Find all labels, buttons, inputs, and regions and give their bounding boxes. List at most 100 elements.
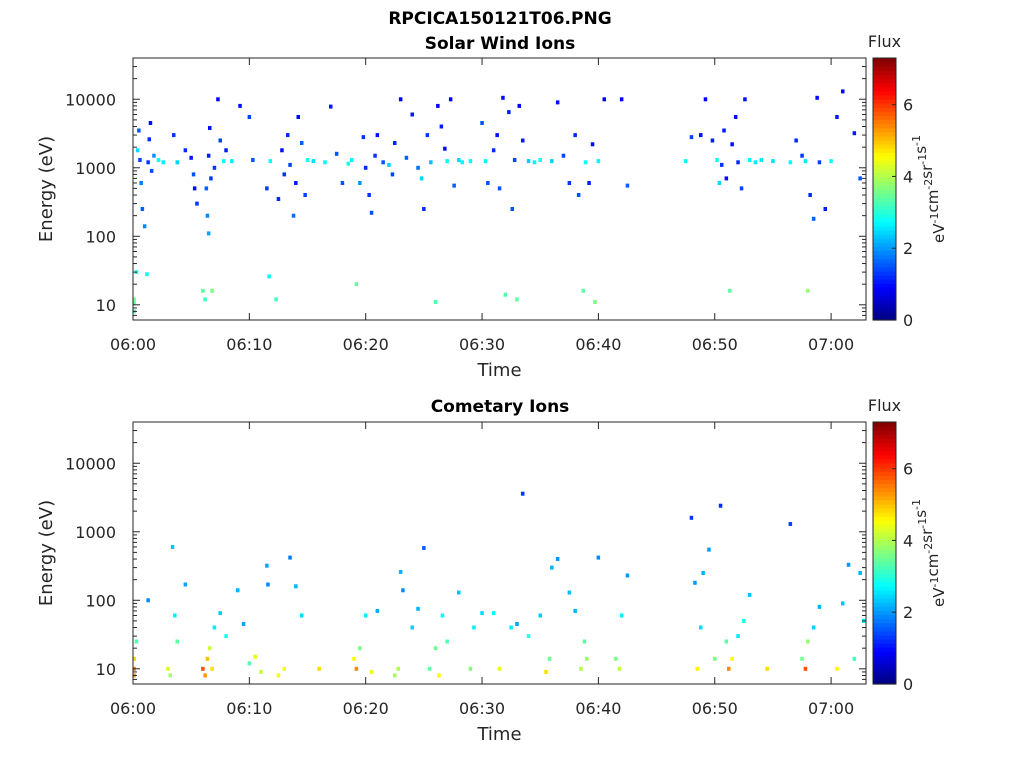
colorbar-segment — [873, 258, 896, 264]
colorbar-segment — [873, 152, 896, 157]
data-cell — [443, 146, 447, 151]
data-cell — [736, 634, 740, 639]
data-cell — [701, 571, 705, 575]
data-cell — [497, 186, 502, 191]
data-cell — [317, 666, 321, 671]
colorbar-segment — [873, 573, 896, 579]
data-cell — [788, 160, 793, 165]
data-cell — [280, 148, 284, 153]
data-cell — [806, 639, 810, 644]
colorbar-segment — [873, 123, 896, 129]
data-cell — [555, 100, 560, 105]
data-cell — [422, 207, 426, 211]
data-cell — [134, 639, 139, 644]
data-cell — [381, 160, 385, 165]
data-cell — [526, 159, 531, 164]
colorbar-tick-label: 2 — [903, 603, 913, 622]
data-cell — [803, 666, 808, 671]
colorbar-segment — [873, 512, 896, 517]
data-cell — [170, 545, 175, 549]
figure-title: RPCICA150121T06.PNG — [388, 9, 611, 29]
data-cell — [247, 115, 252, 119]
colorbar-segment — [873, 168, 896, 174]
colorbar-segment — [873, 434, 896, 439]
colorbar-segment — [873, 475, 896, 480]
data-cell — [398, 569, 403, 574]
colorbar-tick-label: 6 — [903, 460, 913, 479]
colorbar-segment — [873, 254, 896, 260]
data-cell — [808, 193, 812, 197]
colorbar-segment — [873, 516, 896, 521]
colorbar: 0 2 4 6 Flux eV-1cm-2sr-1s-1 — [868, 32, 948, 330]
y-axis-label: Energy (eV) — [36, 500, 57, 606]
data-cell — [265, 186, 269, 191]
data-cell — [147, 137, 151, 142]
data-cell — [137, 128, 141, 133]
data-cell — [274, 297, 278, 302]
colorbar-segment — [873, 246, 896, 251]
colorbar-tick-label: 6 — [903, 96, 913, 115]
colorbar-segment — [873, 553, 896, 558]
data-cell — [208, 646, 212, 651]
data-cell — [483, 159, 488, 164]
data-cell — [224, 634, 228, 639]
colorbar-segment — [873, 315, 896, 321]
data-cell — [145, 272, 149, 277]
data-cell — [212, 165, 217, 170]
data-cell — [218, 611, 222, 616]
colorbar-segment — [873, 279, 896, 284]
data-cell — [457, 590, 461, 595]
data-cell — [858, 176, 862, 181]
data-cell — [727, 666, 731, 671]
data-cell — [358, 181, 362, 185]
colorbar-segment — [873, 90, 896, 96]
colorbar-segment — [873, 156, 896, 161]
data-cell — [815, 95, 819, 100]
data-cell — [724, 176, 729, 181]
data-cell — [736, 160, 740, 165]
data-cell — [587, 181, 591, 185]
colorbar-segment — [873, 311, 896, 317]
colorbar-segment — [873, 115, 896, 120]
axes-frame — [132, 421, 867, 685]
colorbar-segment — [873, 295, 896, 301]
x-tick-label: 06:30 — [459, 335, 505, 354]
data-cell — [583, 160, 588, 165]
colorbar-tick-label: 4 — [903, 531, 913, 550]
colorbar-segment — [873, 225, 896, 231]
colorbar-segment — [873, 638, 896, 644]
data-cell — [829, 159, 833, 164]
data-cell — [166, 666, 170, 671]
y-tick-label: 10000 — [65, 454, 116, 473]
data-cell — [800, 656, 804, 661]
data-cell — [267, 274, 271, 279]
colorbar-segment — [873, 491, 896, 497]
data-cell — [393, 673, 397, 678]
data-cell — [404, 155, 409, 160]
colorbar-segment — [873, 569, 896, 575]
data-cell — [172, 133, 176, 138]
data-cell — [693, 580, 697, 585]
data-cell — [367, 193, 371, 197]
data-cell — [425, 133, 430, 138]
x-tick-label: 06:50 — [692, 699, 738, 718]
data-cell — [720, 162, 724, 167]
data-cell — [175, 160, 179, 165]
colorbar-segment — [873, 634, 896, 640]
colorbar-segment — [873, 593, 896, 599]
data-cell — [205, 213, 210, 218]
data-cells — [132, 491, 866, 678]
colorbar-segment — [873, 127, 896, 133]
data-cell — [602, 97, 606, 102]
axes-frame — [132, 57, 867, 321]
data-cell — [138, 158, 142, 162]
data-cell — [387, 162, 391, 167]
data-cell — [515, 622, 519, 626]
colorbar-segment — [873, 520, 896, 525]
colorbar: 0 2 4 6 Flux eV-1cm-2sr-1s-1 — [868, 396, 948, 694]
data-cell — [410, 112, 414, 117]
data-cell — [422, 546, 426, 550]
data-cell — [206, 153, 211, 158]
colorbar-segment — [873, 503, 896, 509]
data-cell — [617, 666, 622, 671]
